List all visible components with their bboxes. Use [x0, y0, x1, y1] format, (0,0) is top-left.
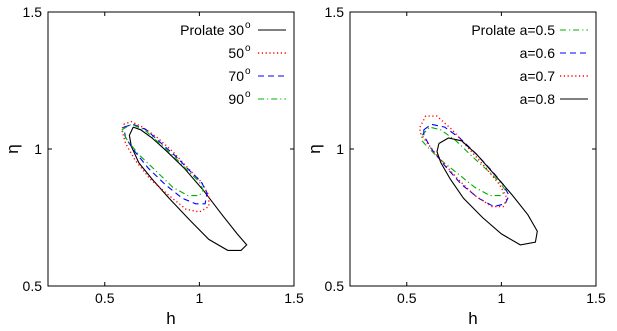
- y-axis-label: η: [3, 144, 22, 153]
- legend-entry-1: Prolate a=0.5: [471, 22, 555, 38]
- legend-entry-1: Prolate 30: [180, 22, 244, 38]
- series-curve-1: [128, 126, 248, 251]
- x-axis-label: h: [166, 309, 175, 328]
- legend-degree-superscript: o: [245, 66, 251, 77]
- x-tick-label: 1.5: [586, 290, 606, 306]
- legend-degree-superscript: o: [245, 89, 251, 100]
- x-tick-label: 0.5: [397, 290, 417, 306]
- legend: Prolate a=0.5 a=0.6 a=0.7 a=0.8: [471, 22, 588, 107]
- series-curve-1: [421, 126, 506, 197]
- series-curve-4: [436, 137, 538, 246]
- y-tick-label: 1.5: [325, 4, 345, 20]
- legend-entry-2: 50: [228, 45, 244, 61]
- legend-entry-4: a=0.8: [520, 91, 556, 107]
- series-curve-4: [121, 123, 204, 197]
- legend-entry-2: a=0.6: [520, 45, 556, 61]
- x-tick-label: 1.5: [284, 290, 304, 306]
- legend-degree-superscript: o: [245, 20, 251, 31]
- y-axis-label: η: [305, 144, 324, 153]
- x-tick-label: 0.5: [95, 290, 115, 306]
- legend-entry-3: a=0.7: [520, 68, 556, 84]
- legend-degree-superscript: o: [245, 43, 251, 54]
- legend: Prolate 30 o50 o70 o90 o: [180, 20, 286, 107]
- y-tick-label: 0.5: [325, 278, 345, 294]
- series-curve-3: [419, 115, 508, 208]
- y-tick-label: 1: [34, 141, 42, 157]
- series-curve-2: [423, 123, 510, 208]
- y-tick-label: 0.5: [23, 278, 43, 294]
- x-tick-label: 1: [497, 290, 505, 306]
- chart-panel-2: 0.5 1 1.5 0.5 1 1.5 h η Prolate a=0.5 a=0.6 a=0.7 a…: [305, 4, 606, 328]
- legend-entry-3: 70: [228, 68, 244, 84]
- series-curve-2: [121, 120, 210, 213]
- series-curve-3: [123, 123, 208, 205]
- plot-frame: [47, 11, 295, 287]
- y-tick-label: 1: [336, 141, 344, 157]
- x-tick-label: 1: [195, 290, 203, 306]
- x-axis-label: h: [468, 309, 477, 328]
- y-tick-label: 1.5: [23, 4, 43, 20]
- legend-entry-4: 90: [228, 91, 244, 107]
- plot-frame: [349, 11, 597, 287]
